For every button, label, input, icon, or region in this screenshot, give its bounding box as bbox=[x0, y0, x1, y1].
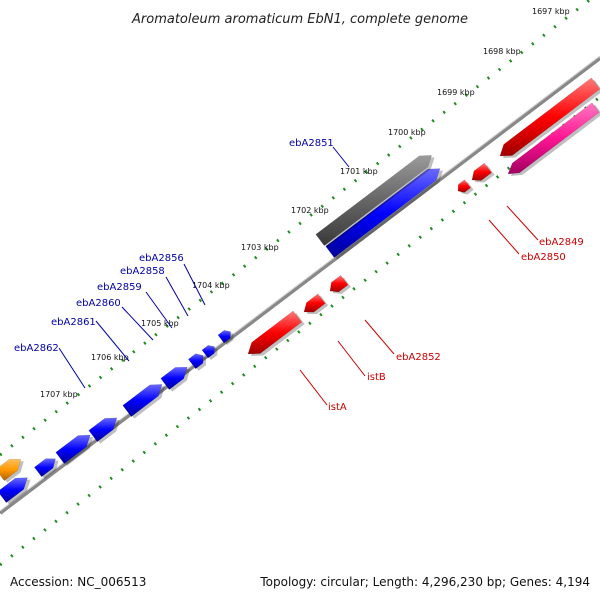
ruler-label: 1702 kbp bbox=[291, 206, 329, 215]
gene-ebA2859[interactable] bbox=[188, 353, 204, 370]
ruler-label: 1699 kbp bbox=[437, 88, 475, 97]
inner-ruler-ticks bbox=[0, 95, 600, 567]
ruler-label: 1701 kbp bbox=[340, 167, 378, 176]
gene-other[interactable] bbox=[0, 458, 22, 481]
gene-ebA2849-a[interactable] bbox=[457, 179, 471, 193]
gene-ebA2851[interactable] bbox=[325, 168, 441, 258]
leader-line bbox=[337, 340, 366, 377]
leader-line bbox=[145, 291, 173, 329]
gene-reverse-large[interactable] bbox=[499, 77, 600, 157]
ruler-label: 1707 kbp bbox=[40, 390, 78, 399]
gene-label-ebA2859[interactable]: ebA2859 bbox=[97, 282, 142, 293]
forward-gene-label-texts: ebA2851 ebA2856 ebA2858 ebA2859 ebA2860 … bbox=[14, 138, 334, 354]
leader-line bbox=[299, 369, 328, 406]
ruler-label: 1703 kbp bbox=[241, 243, 279, 252]
leader-line bbox=[332, 146, 350, 168]
gene-label-istB[interactable]: istB bbox=[367, 372, 386, 383]
gene-ebA2858[interactable] bbox=[201, 345, 215, 359]
gene-label-ebA2861[interactable]: ebA2861 bbox=[51, 317, 96, 328]
reverse-gene-label-texts: ebA2849 ebA2850 ebA2852 istB istA bbox=[328, 237, 584, 413]
gene-ebA2850[interactable] bbox=[507, 102, 600, 175]
leader-line bbox=[364, 319, 395, 355]
forward-gene-labels bbox=[58, 146, 350, 389]
gene-label-ebA2852[interactable]: ebA2852 bbox=[396, 352, 441, 363]
ruler-label: 1704 kbp bbox=[192, 281, 230, 290]
leader-line bbox=[58, 347, 86, 389]
gene-ebA2862-b[interactable] bbox=[55, 434, 91, 464]
leader-line bbox=[165, 276, 189, 317]
gene-label-ebA2850[interactable]: ebA2850 bbox=[521, 252, 566, 263]
gene-ebA2849[interactable] bbox=[471, 162, 492, 181]
gene-label-ebA2849[interactable]: ebA2849 bbox=[539, 237, 584, 248]
gene-forward-left[interactable] bbox=[0, 477, 28, 503]
ruler-label: 1697 kbp bbox=[532, 7, 570, 16]
gene-istA[interactable] bbox=[247, 310, 302, 355]
gene-ebA2862-c[interactable] bbox=[34, 458, 56, 478]
inner-ruler bbox=[0, 95, 600, 567]
outer-ruler bbox=[0, 0, 593, 457]
ruler-label: 1706 kbp bbox=[91, 353, 129, 362]
leader-line bbox=[506, 205, 539, 241]
leader-line bbox=[121, 306, 154, 341]
gene-ebA2862-a[interactable] bbox=[88, 417, 118, 442]
leader-line bbox=[488, 219, 520, 255]
map-title: Aromatoleum aromaticum EbN1, complete ge… bbox=[131, 12, 468, 27]
leader-line bbox=[95, 320, 130, 362]
ruler-label: 1698 kbp bbox=[483, 47, 521, 56]
gene-ebA2860[interactable] bbox=[160, 366, 188, 390]
gene-label-ebA2856[interactable]: ebA2856 bbox=[139, 253, 184, 264]
gene-label-istA[interactable]: istA bbox=[328, 402, 347, 413]
ruler-label: 1705 kbp bbox=[141, 319, 179, 328]
accession-text: Accession: NC_006513 bbox=[10, 575, 146, 589]
gene-pseudo[interactable] bbox=[315, 155, 432, 246]
ruler-labels: 1697 kbp 1698 kbp 1699 kbp 1700 kbp 1701… bbox=[40, 7, 570, 399]
gene-ebA2856[interactable] bbox=[217, 330, 231, 344]
gene-label-ebA2858[interactable]: ebA2858 bbox=[120, 266, 165, 277]
outer-ruler-ticks bbox=[0, 0, 593, 457]
gene-ebA2861[interactable] bbox=[122, 384, 163, 417]
reverse-gene-labels bbox=[299, 205, 539, 406]
gene-ebA2852[interactable] bbox=[329, 274, 349, 293]
gene-label-ebA2860[interactable]: ebA2860 bbox=[76, 298, 121, 309]
gene-label-ebA2851[interactable]: ebA2851 bbox=[289, 138, 334, 149]
leader-line bbox=[183, 263, 206, 306]
ruler-label: 1700 kbp bbox=[388, 128, 426, 137]
genome-summary-text: Topology: circular; Length: 4,296,230 bp… bbox=[259, 575, 590, 589]
gene-istB[interactable] bbox=[303, 293, 326, 313]
gene-label-ebA2862[interactable]: ebA2862 bbox=[14, 343, 59, 354]
